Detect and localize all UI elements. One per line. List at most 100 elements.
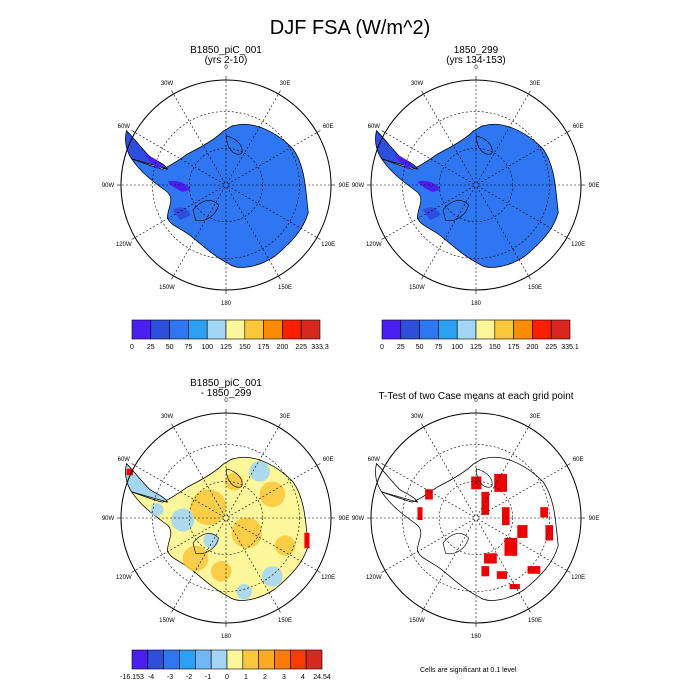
cool-patch	[262, 566, 283, 587]
colorbar-label: 175	[258, 344, 270, 351]
significant-cell	[471, 476, 482, 490]
figure-title: DJF FSA (W/m^2)	[269, 17, 431, 39]
longitude-label: 30E	[280, 414, 291, 420]
colorbar-swatch	[550, 319, 571, 340]
significant-cell	[417, 507, 423, 520]
colorbar-label: 0	[380, 344, 384, 351]
significant-cell	[527, 566, 541, 574]
colorbar-swatch	[513, 319, 533, 340]
meridian-line	[173, 186, 226, 277]
cool-patch	[171, 508, 195, 532]
longitude-label: 120W	[116, 242, 132, 248]
colorbar-label: 0	[130, 344, 134, 351]
colorbar-label: 200	[277, 344, 289, 351]
colorbar-label: 2	[263, 674, 267, 681]
colorbar-label: 225	[545, 344, 557, 351]
meridian-line	[173, 93, 226, 184]
longitude-label: 180	[221, 634, 232, 640]
longitude-label: 30E	[530, 81, 541, 87]
longitude-label: 60W	[118, 457, 131, 463]
longitude-label: 0	[474, 398, 478, 404]
latitude-circle	[402, 444, 550, 592]
colorbar-label: 125	[470, 344, 482, 351]
longitude-label: 150E	[278, 285, 292, 291]
colorbar-label: 150	[239, 344, 251, 351]
significant-cell	[501, 507, 510, 526]
colorbar-swatch	[131, 319, 152, 340]
colorbar-label: -4	[148, 674, 154, 681]
longitude-label: 120E	[571, 242, 585, 248]
colorbar-swatch	[244, 319, 264, 340]
meridian-line	[476, 93, 529, 184]
colorbar-label: 24.54	[313, 674, 331, 681]
meridian-line	[384, 132, 475, 185]
colorbar-swatch	[226, 649, 244, 670]
warm-patch	[210, 560, 232, 582]
warm-patch	[225, 472, 243, 491]
meridian-line	[134, 185, 225, 238]
colorbar-label: 125	[220, 344, 232, 351]
longitude-label: 30E	[280, 81, 291, 87]
colorbar-swatch	[300, 319, 321, 340]
latitude-circle	[402, 111, 550, 259]
latitude-circle	[438, 147, 514, 223]
longitude-label: 30E	[530, 414, 541, 420]
meridian-line	[226, 93, 279, 184]
colorbar-swatch	[274, 649, 291, 670]
map-panel-3: 0 30E 60E 90E 120E 150E 180 150W 120W 90W 60W 30W	[102, 398, 350, 640]
significant-cell	[545, 525, 554, 541]
colorbar-swatch	[290, 649, 307, 670]
colorbar-swatch	[131, 649, 149, 670]
meridian-line	[173, 519, 226, 610]
cool-patch	[150, 503, 164, 517]
colorbar-swatch	[475, 319, 496, 340]
longitude-label: 90E	[589, 516, 600, 522]
meridian-line	[477, 518, 568, 571]
colorbar-label: 75	[185, 344, 193, 351]
colorbar-label: 100	[451, 344, 463, 351]
colorbar-swatch	[381, 319, 402, 340]
longitude-label: 60E	[573, 124, 584, 130]
longitude-label: 60E	[573, 457, 584, 463]
meridian-line	[423, 426, 476, 517]
colorbar-swatch	[210, 649, 228, 670]
colorbar-label: 50	[166, 344, 174, 351]
colorbar-swatch	[400, 319, 420, 340]
longitude-label: 60W	[368, 124, 381, 130]
longitude-label: 60E	[323, 124, 334, 130]
meridian-line	[476, 426, 529, 517]
panel-title-case2-line2: (yrs 134-153)	[446, 55, 506, 66]
meridian-line	[173, 426, 226, 517]
meridian-line	[384, 518, 475, 571]
warm-patch	[231, 517, 263, 549]
significant-cell	[481, 491, 490, 515]
colorbar-label: -3	[167, 674, 173, 681]
colorbar-swatch	[282, 319, 302, 340]
meridian-line	[477, 465, 568, 518]
longitude-label: 120W	[116, 575, 132, 581]
colorbar-label: 50	[416, 344, 424, 351]
longitude-label: 30W	[161, 81, 174, 87]
colorbar-swatch	[419, 319, 439, 340]
colorbar-swatch	[225, 319, 246, 340]
significant-cell	[484, 553, 497, 564]
panel-title-diff: B1850_piC_001 - 1850_299	[116, 379, 336, 399]
longitude-label: 180	[471, 301, 482, 307]
colorbar-swatch	[195, 649, 212, 670]
colorbar-swatch	[206, 319, 227, 340]
cool-patch	[203, 532, 219, 549]
panel-title-case2: 1850_299 (yrs 134-153)	[366, 46, 586, 66]
meridian-line	[227, 465, 318, 518]
meridian-line	[226, 186, 279, 277]
panel-title-case1-line2: (yrs 2-10)	[204, 55, 248, 66]
longitude-label: 120W	[366, 575, 382, 581]
longitude-label: 30W	[411, 81, 424, 87]
colorbar-label: 25	[147, 344, 155, 351]
meridian-line	[134, 132, 225, 185]
warm-patch	[182, 545, 209, 572]
latitude-circle	[152, 444, 300, 592]
longitude-label: 30W	[161, 414, 174, 420]
longitude-label: 150W	[409, 285, 425, 291]
colorbar-label: -2	[186, 674, 192, 681]
colorbar-2: 0 25 50 75 100 125 150 175 200 225 335.1	[380, 319, 579, 351]
